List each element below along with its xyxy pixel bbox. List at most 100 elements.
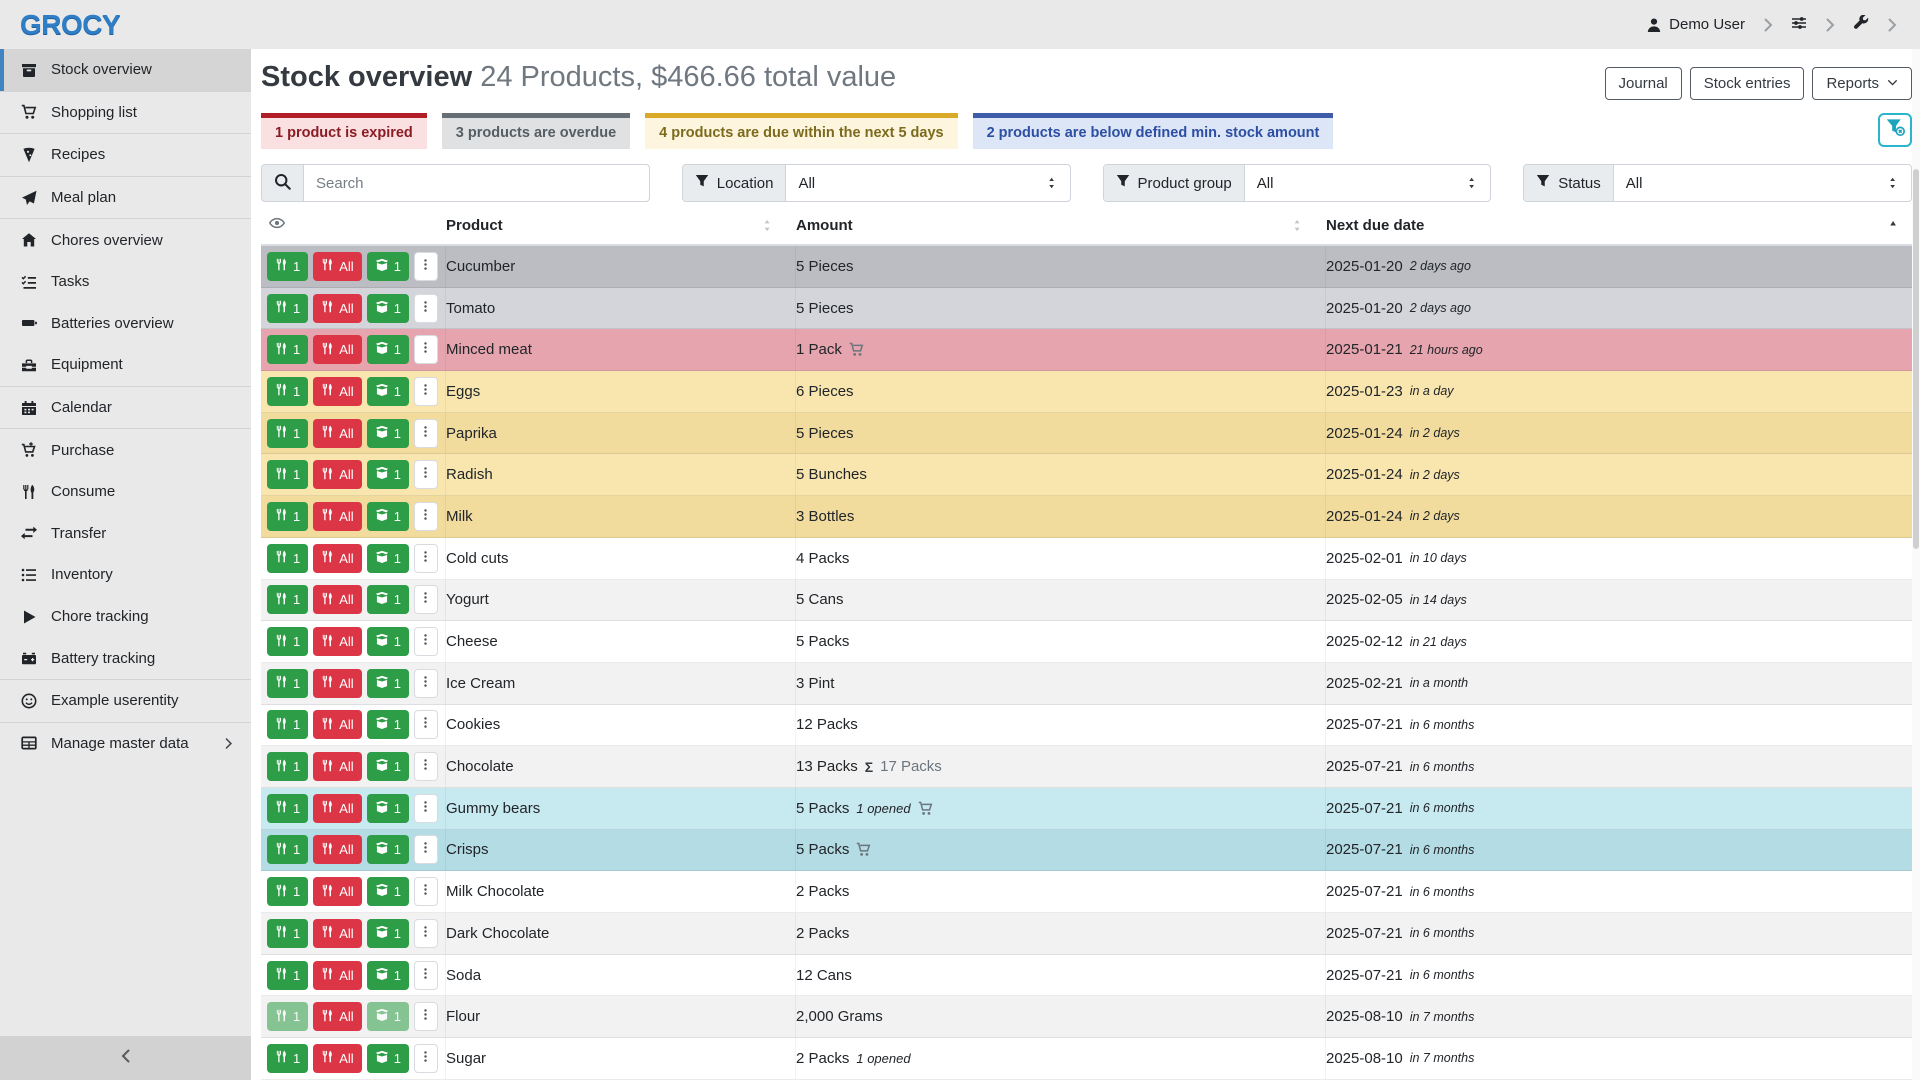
sidebar-item-equipment[interactable]: Equipment [0,344,251,386]
row-menu-button[interactable] [413,710,438,740]
consume-one-button[interactable]: 1 [267,585,309,615]
consume-all-button[interactable]: All [313,710,362,740]
reports-button[interactable]: Reports [1812,67,1912,100]
location-select[interactable]: All [786,165,1069,201]
column-header-product[interactable]: Product [446,217,796,234]
row-menu-button[interactable] [413,627,438,657]
status-select[interactable]: All [1614,165,1911,201]
row-menu-button[interactable] [413,460,438,490]
consume-all-button[interactable]: All [313,1002,362,1032]
row-menu-button[interactable] [413,918,438,948]
open-one-button[interactable]: 1 [366,251,409,281]
consume-all-button[interactable]: All [313,376,362,406]
consume-all-button[interactable]: All [313,877,362,907]
row-menu-button[interactable] [413,793,438,823]
open-one-button[interactable]: 1 [366,877,409,907]
row-menu-button[interactable] [413,877,438,907]
consume-one-button[interactable]: 1 [267,1043,309,1073]
open-one-button[interactable]: 1 [366,293,409,323]
status-card-belowmin[interactable]: 2 products are below defined min. stock … [972,113,1334,149]
sidebar-item-calendar[interactable]: Calendar [0,387,251,429]
consume-one-button[interactable]: 1 [267,501,309,531]
consume-one-button[interactable]: 1 [267,668,309,698]
sidebar-item-shopping-list[interactable]: Shopping list [0,92,251,134]
row-menu-button[interactable] [413,1002,438,1032]
row-menu-button[interactable] [413,1043,438,1073]
consume-one-button[interactable]: 1 [267,793,309,823]
open-one-button[interactable]: 1 [366,752,409,782]
sidebar-item-stock-overview[interactable]: Stock overview [0,49,251,91]
row-menu-button[interactable] [413,293,438,323]
consume-one-button[interactable]: 1 [267,877,309,907]
open-one-button[interactable]: 1 [366,335,409,365]
search-input[interactable] [304,165,649,201]
product-group-select[interactable]: All [1245,165,1491,201]
scrollbar-thumb[interactable] [1913,169,1919,549]
open-one-button[interactable]: 1 [366,585,409,615]
status-card-expired[interactable]: 1 product is expired [261,113,427,149]
open-one-button[interactable]: 1 [366,1002,409,1032]
consume-all-button[interactable]: All [313,668,362,698]
status-card-duesoon[interactable]: 4 products are due within the next 5 day… [645,113,958,149]
consume-one-button[interactable]: 1 [267,835,309,865]
open-one-button[interactable]: 1 [366,376,409,406]
consume-all-button[interactable]: All [313,418,362,448]
row-menu-button[interactable] [413,752,438,782]
open-one-button[interactable]: 1 [366,835,409,865]
status-card-overdue[interactable]: 3 products are overdue [441,113,631,149]
consume-one-button[interactable]: 1 [267,251,309,281]
sidebar-item-tasks[interactable]: Tasks [0,261,251,303]
consume-all-button[interactable]: All [313,251,362,281]
settings-menu[interactable] [1791,15,1807,35]
open-one-button[interactable]: 1 [366,460,409,490]
consume-all-button[interactable]: All [313,335,362,365]
column-header-amount[interactable]: Amount [796,217,1326,234]
user-menu[interactable]: Demo User [1646,16,1745,33]
visibility-column-header[interactable] [261,215,446,235]
row-menu-button[interactable] [413,960,438,990]
consume-one-button[interactable]: 1 [267,543,309,573]
open-one-button[interactable]: 1 [366,543,409,573]
open-one-button[interactable]: 1 [366,793,409,823]
open-one-button[interactable]: 1 [366,418,409,448]
consume-one-button[interactable]: 1 [267,752,309,782]
open-one-button[interactable]: 1 [366,710,409,740]
sidebar-item-purchase[interactable]: Purchase [0,429,251,471]
consume-one-button[interactable]: 1 [267,960,309,990]
consume-one-button[interactable]: 1 [267,460,309,490]
row-menu-button[interactable] [413,376,438,406]
consume-all-button[interactable]: All [313,835,362,865]
consume-one-button[interactable]: 1 [267,1002,309,1032]
sidebar-item-consume[interactable]: Consume [0,471,251,513]
sidebar-item-chore-tracking[interactable]: Chore tracking [0,596,251,638]
open-one-button[interactable]: 1 [366,668,409,698]
open-one-button[interactable]: 1 [366,1043,409,1073]
sidebar-item-example-userentity[interactable]: Example userentity [0,680,251,722]
consume-all-button[interactable]: All [313,1043,362,1073]
consume-one-button[interactable]: 1 [267,293,309,323]
journal-button[interactable]: Journal [1604,67,1682,100]
consume-all-button[interactable]: All [313,752,362,782]
sidebar-item-transfer[interactable]: Transfer [0,513,251,555]
sidebar-item-chores-overview[interactable]: Chores overview [0,219,251,261]
consume-one-button[interactable]: 1 [267,710,309,740]
consume-all-button[interactable]: All [313,585,362,615]
consume-all-button[interactable]: All [313,793,362,823]
row-menu-button[interactable] [413,835,438,865]
consume-one-button[interactable]: 1 [267,627,309,657]
consume-all-button[interactable]: All [313,460,362,490]
admin-menu[interactable] [1853,14,1869,35]
open-one-button[interactable]: 1 [366,627,409,657]
sidebar-collapse-button[interactable] [0,1036,251,1080]
open-one-button[interactable]: 1 [366,960,409,990]
open-one-button[interactable]: 1 [366,501,409,531]
sidebar-item-batteries-overview[interactable]: Batteries overview [0,303,251,345]
row-menu-button[interactable] [413,585,438,615]
row-menu-button[interactable] [413,251,438,281]
consume-all-button[interactable]: All [313,960,362,990]
consume-all-button[interactable]: All [313,918,362,948]
row-menu-button[interactable] [413,501,438,531]
row-menu-button[interactable] [413,543,438,573]
open-one-button[interactable]: 1 [366,918,409,948]
consume-all-button[interactable]: All [313,627,362,657]
